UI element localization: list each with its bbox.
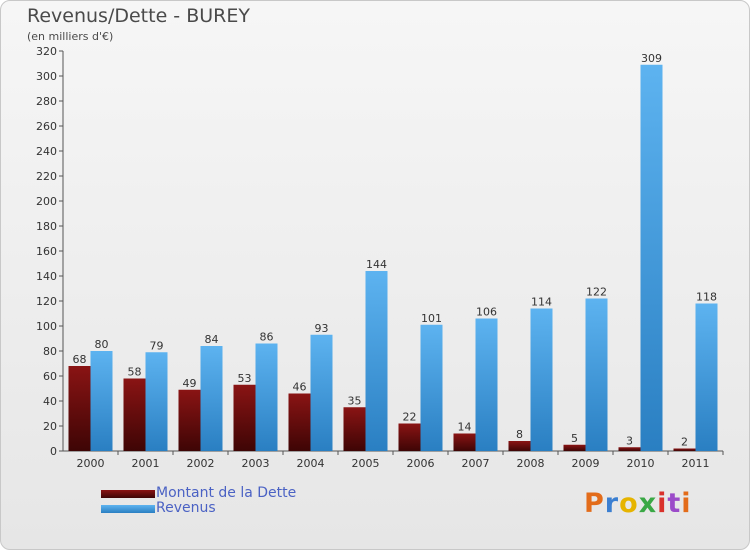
revenue-value-label: 86 (260, 331, 274, 344)
revenue-value-label: 122 (586, 286, 607, 299)
debt-bar (178, 389, 201, 451)
y-tick-label: 220 (36, 170, 57, 183)
logo-letter: i (681, 488, 692, 519)
revenue-value-label: 93 (315, 322, 329, 335)
proxiti-logo: Proxiti (584, 488, 692, 519)
debt-value-label: 49 (183, 377, 197, 390)
x-tick-label: 2004 (297, 457, 325, 470)
debt-bar (618, 447, 641, 451)
revenue-bar (585, 298, 608, 451)
revenue-value-label: 101 (421, 312, 442, 325)
debt-bar (398, 423, 421, 451)
chart-title: Revenus/Dette - BUREY (27, 5, 250, 27)
revenue-bar (145, 352, 168, 451)
debt-value-label: 5 (571, 432, 578, 445)
legend-swatch-debt (101, 490, 155, 498)
y-tick-label: 100 (36, 320, 57, 333)
x-tick-label: 2008 (517, 457, 545, 470)
revenue-value-label: 144 (366, 258, 387, 271)
y-tick-label: 180 (36, 220, 57, 233)
revenue-value-label: 118 (696, 291, 717, 304)
y-tick-label: 0 (50, 445, 57, 458)
y-tick-label: 120 (36, 295, 57, 308)
revenue-value-label: 106 (476, 306, 497, 319)
y-tick-label: 300 (36, 70, 57, 83)
x-tick-label: 2006 (407, 457, 435, 470)
x-tick-label: 2000 (77, 457, 105, 470)
debt-value-label: 53 (238, 372, 252, 385)
revenue-bar (530, 308, 553, 451)
debt-value-label: 22 (403, 411, 417, 424)
debt-bar (673, 448, 696, 451)
x-tick-label: 2005 (352, 457, 380, 470)
y-tick-label: 80 (43, 345, 57, 358)
debt-bar (508, 441, 531, 451)
chart-subtitle: (en milliers d'€) (27, 30, 114, 43)
y-tick-label: 40 (43, 395, 57, 408)
debt-bar (233, 384, 256, 451)
debt-bar (123, 378, 146, 451)
debt-value-label: 58 (128, 366, 142, 379)
revenue-value-label: 79 (150, 339, 164, 352)
debt-value-label: 3 (626, 434, 633, 447)
debt-bar (343, 407, 366, 451)
y-tick-label: 240 (36, 145, 57, 158)
debt-value-label: 2 (681, 436, 688, 449)
x-tick-label: 2002 (187, 457, 215, 470)
logo-letter: r (604, 488, 620, 519)
revenue-bar (200, 346, 223, 451)
revenue-bar (90, 351, 113, 451)
legend-label-revenue: Revenus (156, 500, 216, 516)
revenue-value-label: 80 (95, 338, 109, 351)
y-tick-label: 60 (43, 370, 57, 383)
x-tick-label: 2003 (242, 457, 270, 470)
x-tick-label: 2010 (627, 457, 655, 470)
x-tick-label: 2007 (462, 457, 490, 470)
legend-swatch-revenue (101, 505, 155, 513)
revenue-value-label: 114 (531, 296, 552, 309)
logo-letter: t (667, 488, 682, 519)
logo-letter: P (584, 488, 605, 519)
debt-value-label: 68 (73, 353, 87, 366)
y-tick-label: 320 (36, 45, 57, 58)
debt-value-label: 35 (348, 394, 362, 407)
y-tick-label: 280 (36, 95, 57, 108)
revenue-value-label: 309 (641, 52, 662, 65)
y-tick-label: 160 (36, 245, 57, 258)
revenue-bar (475, 318, 498, 451)
y-tick-label: 260 (36, 120, 57, 133)
debt-bar (453, 433, 476, 451)
revenue-bar (695, 303, 718, 451)
revenue-bar (420, 324, 443, 451)
revenue-value-label: 84 (205, 333, 219, 346)
y-tick-label: 140 (36, 270, 57, 283)
revenue-bar (640, 64, 663, 451)
revenue-bar (365, 271, 388, 451)
y-tick-label: 20 (43, 420, 57, 433)
debt-bar (68, 366, 91, 451)
revenue-bar (255, 343, 278, 451)
x-tick-label: 2001 (132, 457, 160, 470)
debt-bar (563, 444, 586, 451)
debt-value-label: 14 (458, 421, 472, 434)
debt-value-label: 46 (293, 381, 307, 394)
y-tick-label: 200 (36, 195, 57, 208)
logo-letter: o (619, 488, 639, 519)
x-tick-label: 2009 (572, 457, 600, 470)
debt-bar (288, 393, 311, 451)
debt-value-label: 8 (516, 428, 523, 441)
revenue-bar (310, 334, 333, 451)
legend-label-debt: Montant de la Dette (156, 485, 297, 501)
logo-letter: x (638, 488, 658, 519)
logo-letter: i (657, 488, 668, 519)
x-tick-label: 2011 (682, 457, 710, 470)
